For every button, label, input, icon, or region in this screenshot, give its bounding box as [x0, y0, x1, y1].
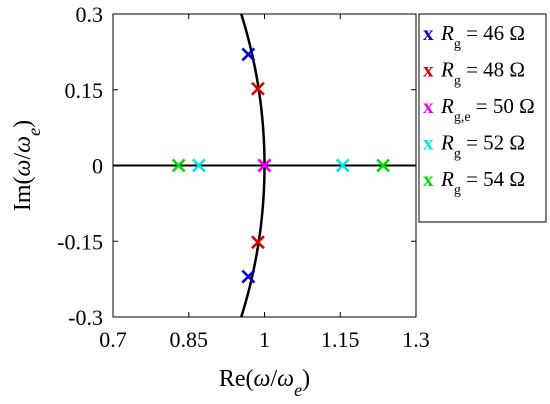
legend-marker: x	[423, 131, 434, 155]
plot-area	[113, 14, 416, 317]
data-point-1-1	[251, 235, 265, 250]
data-point-3-1	[335, 158, 350, 173]
marker-stroke	[376, 158, 391, 173]
y-tick-label: -0.15	[57, 229, 103, 254]
marker-stroke	[257, 158, 272, 173]
data-point-2-1	[257, 158, 272, 173]
y-tick-label: 0.3	[76, 2, 104, 27]
data-point-4-0	[171, 158, 186, 173]
marker-stroke	[191, 158, 206, 173]
y-tick-label: -0.3	[68, 305, 103, 330]
legend-label: Rg = 54 Ω	[440, 167, 525, 198]
data-point-1-0	[251, 81, 265, 96]
x-tick-label: 0.85	[170, 327, 209, 352]
x-tick-label: 1.15	[321, 327, 360, 352]
legend-item-1: x Rg = 48 Ω	[423, 58, 525, 89]
legend-item-0: x Rg = 46 Ω	[423, 21, 525, 52]
marker-stroke	[251, 81, 265, 96]
legend-item-3: x Rg = 52 Ω	[423, 131, 525, 162]
y-tick-label: 0.15	[65, 78, 104, 103]
x-tick-label: 0.7	[99, 327, 127, 352]
marker-stroke	[171, 158, 186, 173]
legend: x Rg = 46 Ωx Rg = 48 Ωx Rg,e = 50 Ωx Rg = 52…	[418, 13, 547, 223]
marker-stroke	[241, 47, 256, 62]
legend-marker: x	[423, 58, 434, 82]
x-tick-label: 1.3	[402, 327, 430, 352]
legend-marker: x	[423, 94, 434, 118]
data-point-0-1	[241, 269, 256, 284]
legend-item-4: x Rg = 54 Ω	[423, 167, 525, 198]
marker-stroke	[335, 158, 350, 173]
y-axis-label: Im(ω/ωe)	[10, 120, 44, 211]
data-point-3-0	[191, 158, 206, 173]
data-point-4-1	[376, 158, 391, 173]
x-axis-label: Re(ω/ωe)	[219, 366, 310, 400]
legend-label: Rg = 48 Ω	[440, 58, 525, 89]
data-point-0-0	[241, 47, 256, 62]
legend-label: Rg,e = 50 Ω	[440, 94, 535, 125]
y-tick-label: 0	[92, 154, 103, 179]
legend-box	[418, 13, 547, 223]
legend-marker: x	[423, 21, 434, 45]
x-tick-label: 1	[259, 327, 270, 352]
legend-label: Rg = 52 Ω	[440, 131, 525, 162]
legend-marker: x	[423, 167, 434, 191]
marker-stroke	[241, 269, 256, 284]
axes: 0.7 0.85 1 1.15 1.3 0.3 0.15 0 -0.15 -0.3 Re(ω/ωe)…	[10, 2, 430, 400]
legend-label: Rg = 46 Ω	[440, 21, 525, 52]
marker-stroke	[251, 235, 265, 250]
legend-item-2: x Rg,e = 50 Ω	[423, 94, 535, 125]
plot-content	[113, 14, 416, 317]
